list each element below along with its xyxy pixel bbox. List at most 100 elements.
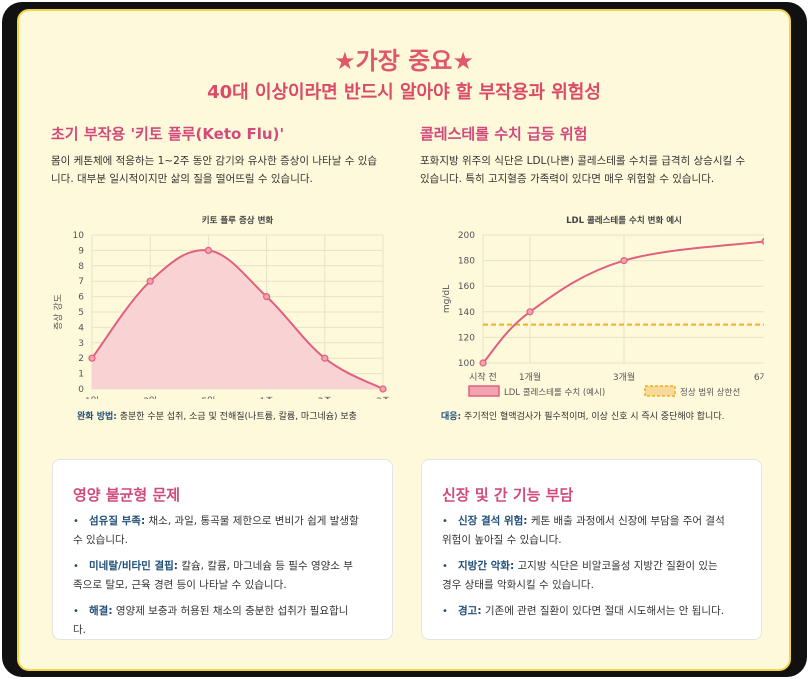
page-title: ★가장 중요★ xyxy=(334,47,474,75)
data-point xyxy=(146,277,154,285)
data-point xyxy=(379,385,387,393)
y-axis-label: 증상 강도 xyxy=(53,294,64,330)
keto-flu-desc-line2: 니다. 대부분 일시적이지만 삶의 질을 떨어뜨릴 수 있습니다. xyxy=(51,173,313,185)
x-tick-label: 5일 xyxy=(201,396,215,399)
y-tick-label: 1 xyxy=(78,370,84,380)
data-point xyxy=(620,256,628,265)
y-tick-label: 3 xyxy=(78,339,84,349)
bullet-icon: • xyxy=(442,516,448,527)
x-tick-label: 시작 전 xyxy=(469,372,497,383)
nutrition-item-label: 섬유질 부족: xyxy=(89,515,146,527)
y-tick-label: 5 xyxy=(78,308,84,318)
y-tick-label: 120 xyxy=(458,333,475,343)
x-tick-label: 6개월 xyxy=(754,371,764,383)
x-tick-label: 3주 xyxy=(376,396,390,399)
y-tick-label: 6 xyxy=(78,293,84,303)
bullet-icon: • xyxy=(73,606,79,617)
organ-item-text: 기존에 관련 질환이 있다면 절대 시도해서는 안 됩니다. xyxy=(481,605,725,617)
chart-title: LDL 콜레스테롤 수치 변화 예시 xyxy=(566,215,682,226)
nutrition-item-text: 영양제 보충과 허용된 채소의 충분한 섭취가 필요합니 xyxy=(112,605,349,617)
y-tick-label: 2 xyxy=(78,354,84,364)
nutrition-item-text-cont: 족으로 탈모, 근육 경련 등이 나타날 수 있습니다. xyxy=(73,579,287,591)
organ-item: • 신장 결석 위험: 케톤 배출 과정에서 신장에 부담을 주어 결석 위험이 높… xyxy=(442,512,743,550)
nutrition-title: 영양 불균형 문제 xyxy=(73,486,181,504)
y-tick-label: 4 xyxy=(78,323,84,333)
organ-item: • 경고: 기존에 관련 질환이 있다면 절대 시도해서는 안 됩니다. xyxy=(442,602,743,621)
x-tick-label: 1주 xyxy=(260,396,274,399)
bullet-icon: • xyxy=(73,561,79,572)
data-point xyxy=(479,359,487,367)
main-card: ★가장 중요★ 40대 이상이라면 반드시 알아야 할 부작용과 위험성 초기 … xyxy=(17,9,791,671)
nutrition-item-label: 미네랄/비타민 결핍: xyxy=(89,560,178,572)
legend-swatch-ldl xyxy=(468,385,500,397)
x-tick-label: 2주 xyxy=(318,396,332,399)
ldl-chart: LDL 콜레스테롤 수치 변화 예시 100 120 140 160 180 200 시작 전… xyxy=(442,215,764,398)
series-line xyxy=(482,240,764,364)
keto-flu-note-label: 완화 방법: xyxy=(77,412,117,422)
organ-item-label: 경고: xyxy=(458,605,482,617)
bullet-icon: • xyxy=(73,516,79,527)
x-tick-label: 3개월 xyxy=(613,371,635,383)
organ-list: • 신장 결석 위험: 케톤 배출 과정에서 신장에 부담을 주어 결석 위험이 높… xyxy=(442,512,743,628)
x-tick-label: 1일 xyxy=(85,396,99,399)
data-point xyxy=(761,237,764,245)
nutrition-item-text-cont: 다. xyxy=(73,624,86,636)
keto-flu-title: 초기 부작용 '키토 플루(Keto Flu)' xyxy=(51,125,285,143)
y-tick-label: 200 xyxy=(458,231,475,241)
data-point xyxy=(321,354,329,362)
y-tick-label: 8 xyxy=(78,262,84,272)
y-tick-label: 7 xyxy=(78,277,84,287)
cholesterol-note-text: 주기적인 혈액검사가 필수적이며, 이상 신호 시 즉시 중단해야 합니다. xyxy=(461,412,725,422)
nutrition-item-text: 채소, 과일, 통곡물 제한으로 변비가 쉽게 발생할 xyxy=(145,515,359,527)
cholesterol-desc-line2: 있습니다. 특히 고지혈증 가족력이 있다면 매우 위험할 수 있습니다. xyxy=(420,173,715,185)
y-tick-label: 160 xyxy=(458,282,475,292)
data-point xyxy=(526,308,534,316)
keto-flu-note-text: 충분한 수분 섭취, 소금 및 전해질(나트륨, 칼륨, 마그네슘) 보충 xyxy=(116,412,357,422)
keto-flu-desc: 몸이 케톤체에 적응하는 1~2주 동안 감기와 유사한 증상이 나타날 수 있… xyxy=(51,152,377,188)
data-point xyxy=(88,354,96,362)
y-tick-label: 180 xyxy=(458,257,475,267)
organ-box: 신장 및 간 기능 부담 • 신장 결석 위험: 케톤 배출 과정에서 신장에 부… xyxy=(421,459,762,640)
nutrition-box: 영양 불균형 문제 • 섬유질 부족: 채소, 과일, 통곡물 제한으로 변비가 … xyxy=(52,459,393,640)
x-tick-label: 3일 xyxy=(143,396,157,399)
y-tick-label: 10 xyxy=(73,231,85,241)
organ-title: 신장 및 간 기능 부담 xyxy=(442,486,574,504)
organ-item-text: 케톤 배출 과정에서 신장에 부담을 주어 결석 xyxy=(527,515,725,527)
organ-item-text-cont: 경우 상태를 악화시킬 수 있습니다. xyxy=(442,579,594,591)
y-tick-label: 140 xyxy=(458,308,475,318)
organ-item-text: 고지방 식단은 비알코올성 지방간 질환이 있는 xyxy=(514,560,718,572)
cholesterol-title: 콜레스테롤 수치 급등 위험 xyxy=(420,125,588,143)
legend-label-limit: 정상 범위 상한선 xyxy=(680,387,740,398)
series-line xyxy=(91,249,384,390)
cholesterol-note-label: 대응: xyxy=(441,412,462,422)
legend-swatch-limit xyxy=(644,385,676,397)
y-tick-label: 100 xyxy=(458,359,475,369)
organ-item-label: 지방간 악화: xyxy=(458,560,515,572)
page-subtitle: 40대 이상이라면 반드시 알아야 할 부작용과 위험성 xyxy=(207,82,601,103)
data-point xyxy=(204,246,212,255)
nutrition-item-text-cont: 수 있습니다. xyxy=(73,534,128,546)
keto-flu-desc-line1: 몸이 케톤체에 적응하는 1~2주 동안 감기와 유사한 증상이 나타날 수 있… xyxy=(51,155,378,167)
keto-flu-chart: 키토 플루 증상 변화 0 1 2 3 4 5 6 7 8 9 10 1일 3일 5일 1주 2주 3주 증상 강도 xyxy=(53,215,390,399)
y-tick-label: 0 xyxy=(78,385,84,395)
area-fill xyxy=(92,250,383,389)
x-tick-label: 1개월 xyxy=(519,371,541,383)
cholesterol-note: 대응: 주기적인 혈액검사가 필수적이며, 이상 신호 시 즉시 중단해야 합니… xyxy=(441,409,724,422)
nutrition-item-label: 해결: xyxy=(89,605,113,617)
keto-flu-note: 완화 방법: 충분한 수분 섭취, 소금 및 전해질(나트륨, 칼륨, 마그네슘… xyxy=(77,409,357,422)
chart-title: 키토 플루 증상 변화 xyxy=(202,215,274,226)
y-tick-label: 9 xyxy=(78,246,84,256)
bullet-icon: • xyxy=(442,606,448,617)
data-point xyxy=(263,292,271,301)
nutrition-item-text: 칼슘, 칼륨, 마그네슘 등 필수 영양소 부 xyxy=(177,560,353,572)
y-axis-label: mg/dL xyxy=(442,285,452,313)
organ-item-text-cont: 위험이 높아질 수 있습니다. xyxy=(442,534,562,546)
cholesterol-desc: 포화지방 위주의 식단은 LDL(나쁜) 콜레스테롤 수치를 급격히 상승시킬 … xyxy=(420,152,745,188)
bullet-icon: • xyxy=(442,561,448,572)
legend-label-ldl: LDL 콜레스테롤 수치 (예시) xyxy=(504,387,605,398)
